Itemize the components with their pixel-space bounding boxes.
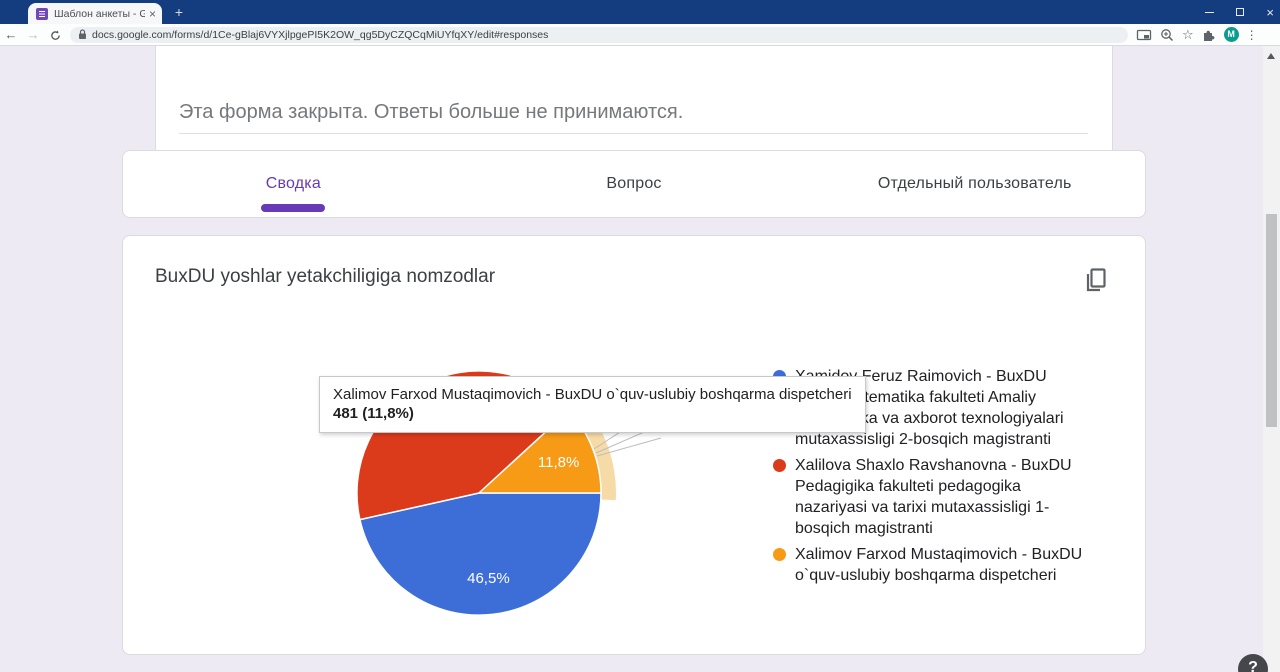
browser-menu-icon[interactable]: ⋮ <box>1245 27 1258 42</box>
tab-close-icon[interactable]: × <box>148 6 156 21</box>
legend-item: Xalimov Farxod Mustaqimovich - BuxDU o`q… <box>773 544 1089 586</box>
window-controls: × <box>1205 0 1274 24</box>
back-button[interactable]: ← <box>4 27 18 42</box>
pie-slice-label: 46,5% <box>467 570 510 587</box>
pie-slice[interactable] <box>359 492 602 616</box>
new-tab-button[interactable]: + <box>174 4 184 20</box>
pie-slice-label: 11,8% <box>538 454 579 471</box>
legend-dot-icon <box>773 459 786 472</box>
question-title: BuxDU yoshlar yetakchiligiga nomzodlar <box>155 266 496 287</box>
title-bar: Шаблон анкеты - Google Фору × + × <box>0 0 1280 24</box>
address-bar[interactable]: docs.google.com/forms/d/1Ce-gBlaj6VYXjlp… <box>70 26 1128 43</box>
reload-button[interactable] <box>44 27 66 42</box>
help-button[interactable]: ? <box>1238 654 1268 672</box>
legend-label: Xalilova Shaxlo Ravshanovna - BuxDU Peda… <box>795 457 1072 537</box>
extensions-puzzle-icon[interactable] <box>1201 27 1217 43</box>
legend-dot-icon <box>773 548 786 561</box>
legend-item: Xamidov Feruz Raimovich - BuxDU Fizika-m… <box>773 366 1089 450</box>
form-closed-message: Эта форма закрыта. Ответы больше не прин… <box>179 101 684 123</box>
lock-icon <box>79 29 86 39</box>
tab-question[interactable]: Вопрос <box>606 175 662 192</box>
window-close-button[interactable]: × <box>1266 4 1274 20</box>
google-forms-favicon-icon <box>36 7 48 20</box>
forms-responses-page: Эта форма закрыта. Ответы больше не прин… <box>0 46 1263 672</box>
tab-individual[interactable]: Отдельный пользователь <box>877 175 1072 192</box>
legend-label: Xalimov Farxod Mustaqimovich - BuxDU o`q… <box>795 546 1083 584</box>
page-scrollbar[interactable] <box>1263 46 1280 672</box>
profile-avatar[interactable]: M <box>1223 27 1239 42</box>
tab-title: Шаблон анкеты - Google Фору <box>54 7 145 20</box>
scrollbar-thumb[interactable] <box>1266 214 1277 427</box>
question-summary-card: BuxDU yoshlar yetakchiligiga nomzodlar 4… <box>122 235 1146 655</box>
toolbar-actions: ☆ M ⋮ <box>1136 27 1258 43</box>
scrollbar-up-arrow-icon[interactable] <box>1267 53 1275 59</box>
media-controls-icon[interactable] <box>1136 27 1152 43</box>
forward-button[interactable]: → <box>26 27 40 42</box>
tooltip-answer-text: Xalimov Farxod Mustaqimovich - BuxDU o`q… <box>333 386 852 403</box>
copy-chart-button[interactable] <box>1083 266 1111 294</box>
active-tab-underline <box>261 204 326 212</box>
legend-item: Xalilova Shaxlo Ravshanovna - BuxDU Peda… <box>773 455 1089 539</box>
form-closed-card: Эта форма закрыта. Ответы больше не прин… <box>155 46 1113 164</box>
responses-tab-bar: Сводка Вопрос Отдельный пользователь <box>122 150 1146 218</box>
tooltip-value-text: 481 (11,8%) <box>333 405 414 422</box>
url-text: docs.google.com/forms/d/1Ce-gBlaj6VYXjlp… <box>92 28 549 41</box>
tab-summary[interactable]: Сводка <box>123 151 464 217</box>
chart-tooltip: Xalimov Farxod Mustaqimovich - BuxDU o`q… <box>319 376 866 433</box>
bookmark-star-icon[interactable]: ☆ <box>1182 26 1194 42</box>
browser-tab[interactable]: Шаблон анкеты - Google Фору × <box>28 3 162 24</box>
browser-toolbar: ← → docs.google.com/forms/d/1Ce-gBlaj6VY… <box>0 24 1280 46</box>
chart-legend: Xamidov Feruz Raimovich - BuxDU Fizika-m… <box>773 366 1089 591</box>
legend-label: Xamidov Feruz Raimovich - BuxDU Fizika-m… <box>795 368 1064 448</box>
minimize-button[interactable] <box>1205 11 1215 13</box>
zoom-icon[interactable] <box>1159 27 1175 43</box>
pie-callout-line <box>596 437 662 457</box>
restore-button[interactable] <box>1236 8 1245 16</box>
message-underline <box>179 133 1088 134</box>
